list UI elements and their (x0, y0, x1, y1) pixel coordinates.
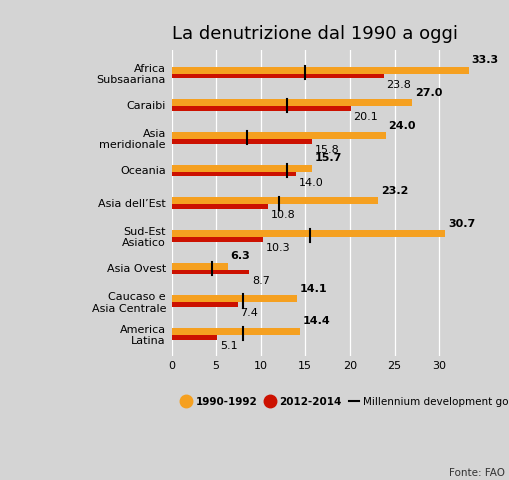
Text: 20.1: 20.1 (353, 112, 378, 122)
Bar (171, 270, 249, 274)
Text: 6.3: 6.3 (230, 251, 250, 261)
Legend: 1990-1992, 2012-2014, Millennium development goals FAO: 1990-1992, 2012-2014, Millennium develop… (177, 392, 509, 411)
Text: 10.8: 10.8 (270, 210, 295, 220)
Text: 15.8: 15.8 (315, 145, 339, 155)
Text: 14.4: 14.4 (302, 316, 330, 326)
Text: 24.0: 24.0 (387, 120, 415, 131)
Bar (171, 328, 299, 335)
Text: 10.3: 10.3 (266, 243, 290, 253)
Bar (171, 107, 350, 111)
Bar (171, 263, 228, 270)
Text: 27.0: 27.0 (414, 88, 441, 98)
Bar (171, 172, 296, 176)
Bar (171, 139, 312, 144)
Bar (171, 204, 267, 209)
Bar (171, 302, 237, 307)
Text: 23.8: 23.8 (386, 80, 411, 90)
Text: 7.4: 7.4 (240, 308, 258, 318)
Bar (171, 197, 378, 204)
Text: 14.1: 14.1 (299, 284, 327, 294)
Text: 8.7: 8.7 (251, 276, 269, 286)
Text: 33.3: 33.3 (470, 55, 497, 65)
Bar (171, 67, 468, 74)
Text: 15.7: 15.7 (314, 153, 341, 163)
Text: La denutrizione dal 1990 a oggi: La denutrizione dal 1990 a oggi (171, 24, 457, 43)
Bar (171, 99, 412, 107)
Bar (171, 165, 311, 172)
Text: 23.2: 23.2 (380, 186, 408, 196)
Text: Fonte: FAO: Fonte: FAO (448, 468, 504, 478)
Bar (171, 230, 444, 237)
Bar (171, 237, 263, 241)
Bar (171, 74, 383, 78)
Text: 30.7: 30.7 (447, 218, 474, 228)
Text: 5.1: 5.1 (219, 341, 237, 351)
Bar (171, 132, 385, 139)
Bar (171, 335, 217, 339)
Text: 14.0: 14.0 (298, 178, 323, 188)
Bar (171, 295, 297, 302)
